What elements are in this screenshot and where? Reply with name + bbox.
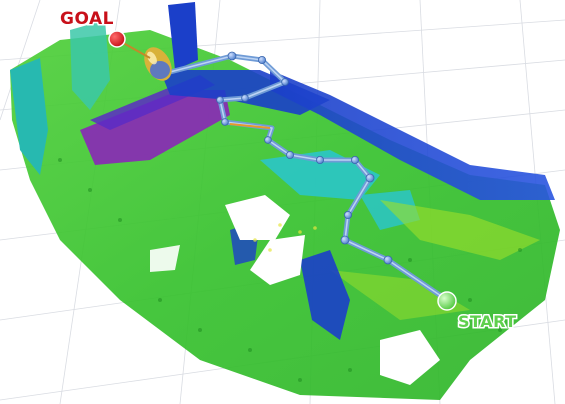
goal-label: GOAL (60, 9, 114, 29)
goal-dot (108, 30, 126, 48)
gap-bottom (380, 330, 440, 385)
path-nodes (216, 51, 393, 265)
path-node (350, 155, 359, 164)
left-wall (10, 58, 48, 175)
path-node (340, 235, 350, 245)
path-segment-orange (229, 123, 271, 129)
path-node (365, 173, 375, 183)
blue-ridge (160, 70, 330, 115)
yellow-stripe-1 (380, 200, 540, 260)
path-node (343, 210, 352, 219)
path-node (285, 150, 294, 159)
path-node (281, 78, 289, 86)
purple-trench (80, 90, 230, 165)
left-wall-shadow (70, 20, 110, 110)
robot-pose-ellipsoid (144, 47, 172, 81)
path-node (264, 136, 272, 144)
start-label: START (458, 312, 517, 331)
path-node (315, 155, 324, 164)
gap-lower (250, 235, 305, 285)
speckles-yellow (253, 223, 317, 252)
yellow-stripe-2 (330, 270, 470, 320)
point-cloud (10, 2, 560, 400)
path-node (227, 51, 237, 61)
path-node (257, 56, 266, 65)
speckles (58, 158, 522, 382)
goal-marker (108, 30, 151, 59)
start-marker (437, 291, 457, 311)
back-edge-blue (270, 70, 555, 200)
gap-center (225, 195, 290, 240)
gap-left (150, 245, 180, 272)
path-node (383, 255, 393, 265)
path-node (216, 96, 224, 104)
path-node (241, 94, 249, 102)
path-node (221, 118, 229, 126)
lower-blue-wall (300, 250, 350, 340)
back-pillar (168, 2, 198, 70)
planned-path (167, 51, 450, 303)
start-dot (437, 291, 457, 311)
